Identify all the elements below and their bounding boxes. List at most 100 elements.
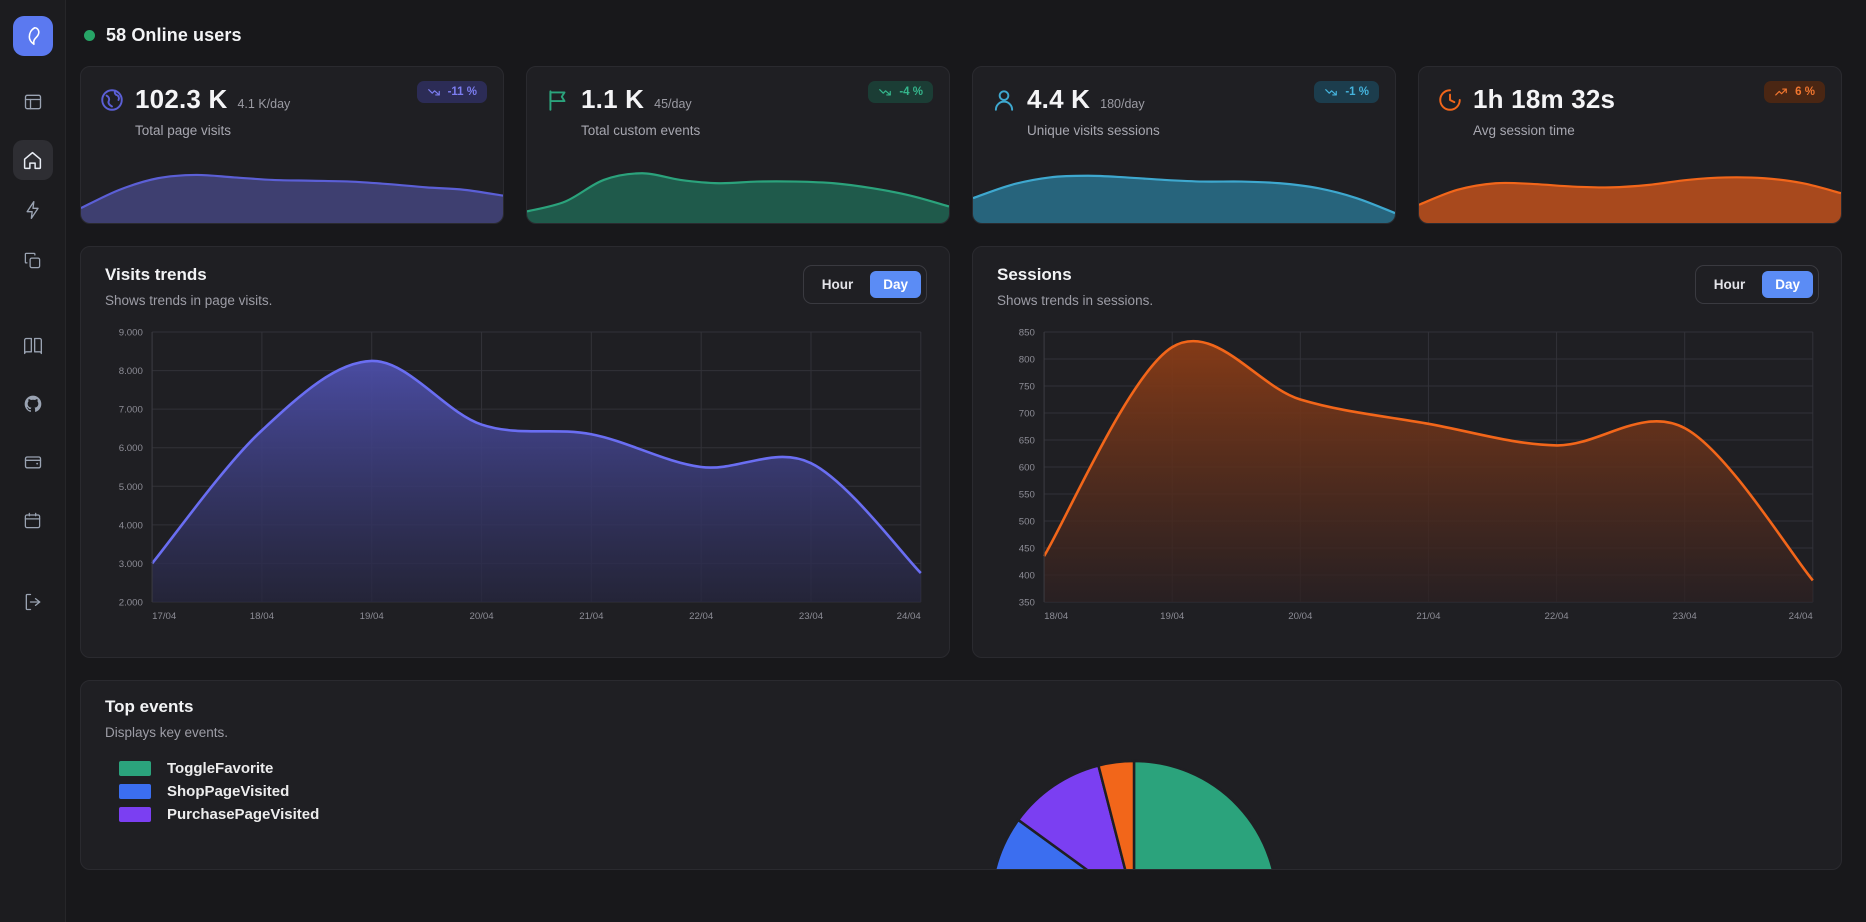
x-axis-tick: 22/04 xyxy=(1544,611,1569,622)
trend-up-icon xyxy=(1775,88,1788,96)
visits-toggle-day[interactable]: Day xyxy=(870,271,921,298)
sessions-chart[interactable]: 350 400 450 500 550 600 650 700 750 800 850 18/04 19… xyxy=(987,322,1823,632)
y-axis-tick: 400 xyxy=(1019,571,1035,582)
y-axis-tick: 6.000 xyxy=(119,443,143,454)
home-icon xyxy=(23,151,42,169)
x-axis-tick: 19/04 xyxy=(1160,611,1185,622)
online-users-label: 58 Online users xyxy=(106,24,242,45)
sessions-panel: Sessions Shows trends in sessions. Hour … xyxy=(972,246,1842,658)
visits-toggle-hour[interactable]: Hour xyxy=(821,277,854,292)
y-axis-tick: 500 xyxy=(1019,517,1035,528)
top-events-title: Top events xyxy=(105,697,194,716)
y-axis-tick: 600 xyxy=(1019,463,1035,474)
pie-slice[interactable] xyxy=(1116,759,1277,870)
kpi-label: Total custom events xyxy=(581,123,701,138)
y-axis-tick: 350 xyxy=(1019,598,1035,609)
kpi-card[interactable]: 1.1 K 45/day Total custom events -4 % xyxy=(526,66,950,224)
github-icon xyxy=(24,395,41,412)
kpi-card-row: 102.3 K 4.1 K/day Total page visits -11 % 1.… xyxy=(80,66,1842,224)
visits-range-toggle: Hour Day xyxy=(802,265,927,304)
legend-item[interactable]: ShopPageVisited xyxy=(119,783,445,800)
sidebar-item-activity[interactable] xyxy=(13,190,53,230)
kpi-change-badge: -1 % xyxy=(1314,81,1379,103)
online-users-status: 58 Online users xyxy=(80,18,1842,52)
x-axis-tick: 21/04 xyxy=(579,611,604,622)
calendar-icon xyxy=(24,512,41,528)
kpi-change-value: -1 % xyxy=(1345,86,1369,98)
copy-icon xyxy=(24,252,41,268)
sessions-title: Sessions xyxy=(997,265,1072,284)
main-content: 58 Online users 102.3 K 4.1 K/day Total pa… xyxy=(66,0,1866,922)
trend-down-icon xyxy=(427,89,440,96)
legend-item[interactable]: PurchasePageVisited xyxy=(119,806,445,823)
sessions-subtitle: Shows trends in sessions. xyxy=(997,293,1154,308)
app-logo[interactable] xyxy=(12,16,53,56)
sidebar-item-home[interactable] xyxy=(12,140,53,180)
logo-icon xyxy=(28,26,40,46)
sidebar-item-pages[interactable] xyxy=(13,240,53,280)
x-axis-tick: 19/04 xyxy=(360,611,385,622)
y-axis-tick: 5.000 xyxy=(119,482,143,493)
trend-down-icon xyxy=(879,89,892,96)
y-axis-tick: 3.000 xyxy=(119,559,143,570)
y-axis-tick: 4.000 xyxy=(119,520,143,531)
kpi-rate: 45/day xyxy=(654,97,692,111)
sidebar-item-docs[interactable] xyxy=(13,326,53,366)
y-axis-tick: 2.000 xyxy=(119,598,143,609)
top-events-pie[interactable] xyxy=(445,759,1823,870)
pie-slice[interactable] xyxy=(1016,763,1134,870)
y-axis-tick: 800 xyxy=(1019,355,1035,366)
pie-slice[interactable] xyxy=(1096,759,1136,870)
kpi-card[interactable]: 1h 18m 32s Avg session time 6 % xyxy=(1418,66,1842,224)
y-axis-tick: 550 xyxy=(1019,490,1035,501)
kpi-label: Avg session time xyxy=(1473,123,1575,138)
kpi-icon xyxy=(991,87,1017,113)
legend-swatch xyxy=(119,761,151,776)
kpi-icon xyxy=(1437,87,1463,113)
kpi-value: 1h 18m 32s xyxy=(1473,84,1616,114)
legend-swatch xyxy=(119,807,151,822)
kpi-change-badge: -11 % xyxy=(416,81,487,103)
sidebar-item-logout[interactable] xyxy=(13,582,53,622)
y-axis-tick: 700 xyxy=(1019,409,1035,420)
visits-trends-chart[interactable]: 2.000 3.000 4.000 5.000 6.000 7.000 8.000 9.000… xyxy=(95,322,931,632)
kpi-change-value: -11 % xyxy=(447,86,477,98)
sidebar-item-billing[interactable] xyxy=(13,442,53,482)
x-axis-tick: 18/04 xyxy=(1044,611,1069,622)
x-axis-tick: 20/04 xyxy=(1288,611,1313,622)
legend-item[interactable]: ToggleFavorite xyxy=(119,760,445,777)
kpi-label: Unique visits sessions xyxy=(1027,123,1160,138)
y-axis-tick: 8.000 xyxy=(119,366,143,377)
y-axis-tick: 7.000 xyxy=(119,405,143,416)
sidebar-item-github[interactable] xyxy=(13,384,53,424)
top-events-legend: ToggleFavorite ShopPageVisited PurchasePag… xyxy=(105,760,445,869)
top-events-panel: Top events Displays key events. ToggleFa… xyxy=(80,680,1842,870)
legend-swatch xyxy=(119,784,151,799)
visits-trends-panel: Visits trends Shows trends in page visit… xyxy=(80,246,950,658)
sidebar-item-calendar[interactable] xyxy=(13,500,53,540)
sessions-toggle-hour[interactable]: Hour xyxy=(1713,277,1746,292)
sidebar-item-dashboard-layout[interactable] xyxy=(13,82,53,122)
kpi-label: Total page visits xyxy=(135,123,232,138)
kpi-icon xyxy=(99,87,125,113)
sessions-range-toggle: Hour Day xyxy=(1694,265,1819,304)
kpi-sparkline xyxy=(527,159,949,223)
x-axis-tick: 17/04 xyxy=(152,611,177,622)
y-axis-tick: 450 xyxy=(1019,544,1035,555)
kpi-value: 4.4 K xyxy=(1027,84,1091,114)
x-axis-tick: 21/04 xyxy=(1416,611,1441,622)
kpi-change-badge: 6 % xyxy=(1764,81,1825,103)
kpi-sparkline xyxy=(1419,159,1841,223)
user-icon xyxy=(994,89,1014,111)
x-axis-tick: 22/04 xyxy=(689,611,714,622)
online-status-dot xyxy=(84,29,95,41)
pie-slice[interactable] xyxy=(991,818,1134,870)
sessions-toggle-day[interactable]: Day xyxy=(1762,271,1813,298)
kpi-change-badge: -4 % xyxy=(868,81,933,103)
kpi-icon xyxy=(545,87,571,113)
globe-icon xyxy=(101,88,123,111)
kpi-card[interactable]: 4.4 K 180/day Unique visits sessions -1 % xyxy=(972,66,1396,224)
legend-label: ShopPageVisited xyxy=(167,783,290,800)
kpi-card[interactable]: 102.3 K 4.1 K/day Total page visits -11 % xyxy=(80,66,504,224)
